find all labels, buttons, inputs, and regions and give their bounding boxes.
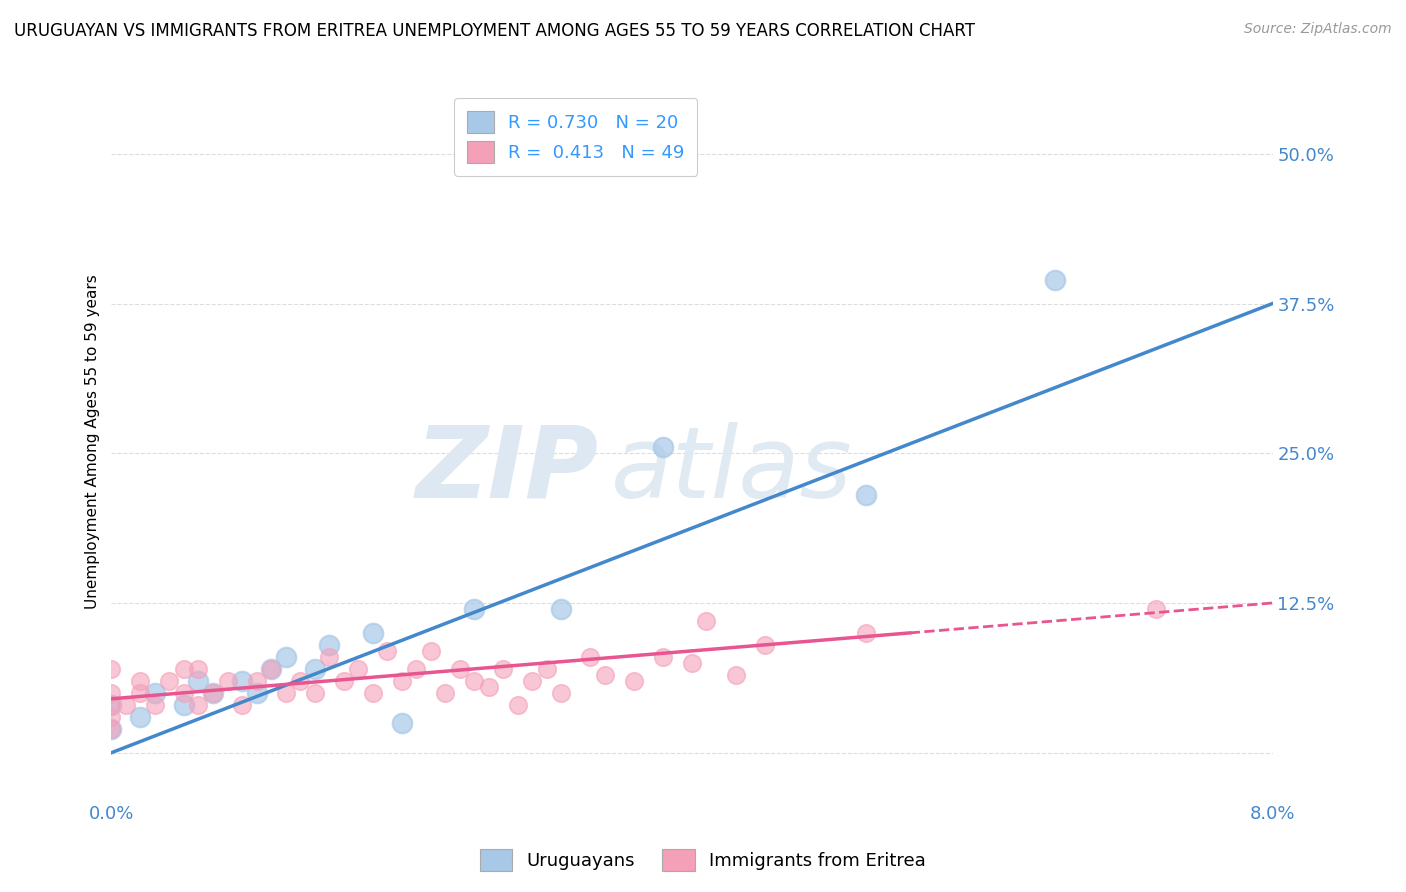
Point: [652, 440, 675, 454]
Point: [855, 488, 877, 502]
Point: [463, 602, 485, 616]
Point: [129, 686, 152, 700]
Point: [187, 673, 209, 688]
Point: [100, 698, 122, 712]
Point: [201, 686, 224, 700]
Point: [173, 698, 195, 712]
Point: [173, 686, 195, 700]
Legend: R = 0.730   N = 20, R =  0.413   N = 49: R = 0.730 N = 20, R = 0.413 N = 49: [454, 98, 697, 176]
Point: [173, 662, 195, 676]
Y-axis label: Unemployment Among Ages 55 to 59 years: Unemployment Among Ages 55 to 59 years: [86, 274, 100, 608]
Point: [304, 686, 326, 700]
Point: [449, 662, 471, 676]
Text: Source: ZipAtlas.com: Source: ZipAtlas.com: [1244, 22, 1392, 37]
Point: [754, 638, 776, 652]
Point: [522, 673, 544, 688]
Point: [187, 662, 209, 676]
Point: [855, 626, 877, 640]
Point: [579, 649, 602, 664]
Point: [260, 662, 283, 676]
Point: [506, 698, 529, 712]
Point: [1043, 272, 1066, 286]
Point: [143, 698, 166, 712]
Point: [347, 662, 370, 676]
Point: [100, 698, 122, 712]
Point: [550, 602, 572, 616]
Point: [201, 686, 224, 700]
Point: [361, 626, 384, 640]
Point: [231, 673, 253, 688]
Point: [652, 649, 675, 664]
Point: [318, 638, 340, 652]
Point: [187, 698, 209, 712]
Point: [274, 686, 297, 700]
Point: [724, 668, 747, 682]
Point: [274, 649, 297, 664]
Point: [304, 662, 326, 676]
Point: [288, 673, 311, 688]
Point: [231, 698, 253, 712]
Point: [1144, 602, 1167, 616]
Text: URUGUAYAN VS IMMIGRANTS FROM ERITREA UNEMPLOYMENT AMONG AGES 55 TO 59 YEARS CORR: URUGUAYAN VS IMMIGRANTS FROM ERITREA UNE…: [14, 22, 974, 40]
Point: [260, 662, 283, 676]
Point: [245, 686, 267, 700]
Point: [115, 698, 138, 712]
Point: [332, 673, 354, 688]
Point: [550, 686, 572, 700]
Point: [129, 710, 152, 724]
Point: [129, 673, 152, 688]
Point: [419, 644, 441, 658]
Point: [318, 649, 340, 664]
Point: [100, 710, 122, 724]
Point: [478, 680, 501, 694]
Point: [245, 673, 267, 688]
Text: ZIP: ZIP: [416, 422, 599, 518]
Point: [492, 662, 515, 676]
Point: [100, 722, 122, 736]
Point: [463, 673, 485, 688]
Point: [391, 673, 413, 688]
Point: [405, 662, 427, 676]
Point: [143, 686, 166, 700]
Legend: Uruguayans, Immigrants from Eritrea: Uruguayans, Immigrants from Eritrea: [472, 842, 934, 879]
Point: [100, 722, 122, 736]
Point: [695, 614, 717, 628]
Point: [536, 662, 558, 676]
Point: [681, 656, 703, 670]
Point: [100, 662, 122, 676]
Point: [217, 673, 239, 688]
Point: [361, 686, 384, 700]
Point: [100, 686, 122, 700]
Point: [391, 715, 413, 730]
Point: [159, 673, 181, 688]
Text: atlas: atlas: [610, 422, 852, 518]
Point: [593, 668, 616, 682]
Point: [434, 686, 457, 700]
Point: [375, 644, 398, 658]
Point: [623, 673, 645, 688]
